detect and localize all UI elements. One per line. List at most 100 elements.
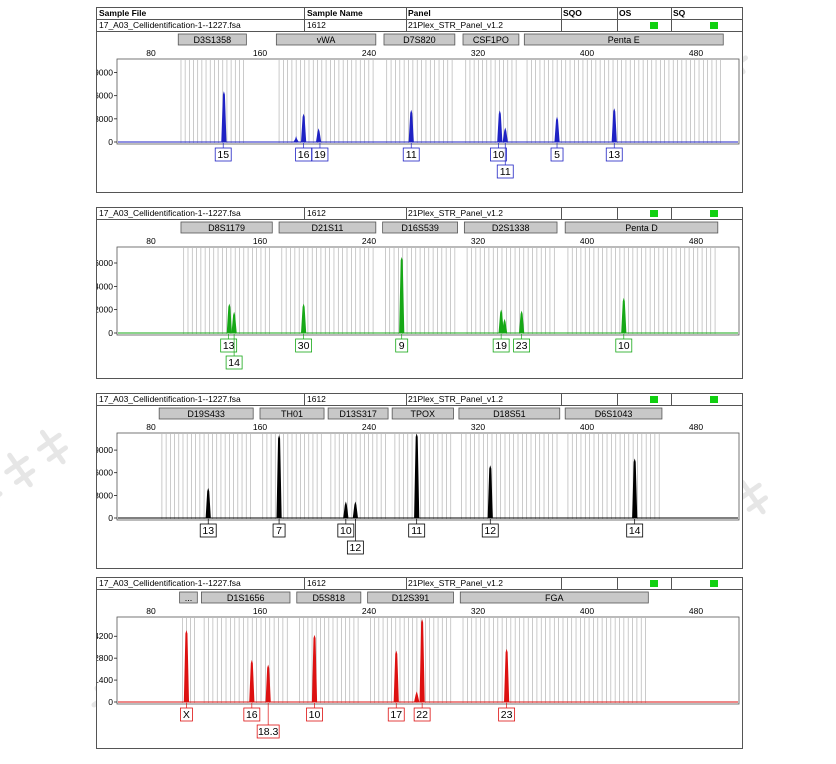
allele-call-box xyxy=(402,147,420,162)
sample-info-row: 17_A03_Cellidentification-1--1227.fsa 161… xyxy=(97,578,742,590)
allele-call-label: 5 xyxy=(554,149,560,161)
trace-peak xyxy=(501,318,508,334)
trace-peak xyxy=(300,303,307,334)
x-tick-label: 240 xyxy=(362,422,376,432)
x-tick-label: 400 xyxy=(580,606,594,616)
trace-peak xyxy=(393,650,399,703)
plot-area xyxy=(116,246,740,336)
trace-peak xyxy=(231,311,237,334)
trace-peak xyxy=(343,501,349,519)
electropherogram-chart: D19S433 TH01 D13S317 TPOX D18S51 D6S1043 80 160… xyxy=(97,407,740,555)
trace-peak xyxy=(293,135,300,143)
allele-call-label: 23 xyxy=(501,709,513,721)
allele-call-label: 14 xyxy=(228,357,240,369)
marker-bar xyxy=(462,33,520,46)
marker-label: D7S820 xyxy=(403,35,436,45)
trace-peak xyxy=(621,297,627,334)
marker-bar xyxy=(383,33,456,46)
trace-peak xyxy=(413,691,420,703)
allele-call-box xyxy=(243,707,261,722)
trace-peak xyxy=(518,310,525,334)
allele-call-label: 16 xyxy=(298,149,310,161)
marker-bar xyxy=(367,591,454,604)
allele-call-label: 22 xyxy=(416,709,428,721)
allele-call-label: 23 xyxy=(516,340,528,352)
trace-peak xyxy=(419,619,425,703)
allele-call-box xyxy=(199,523,217,538)
y-tick-label: 2800 xyxy=(97,653,113,663)
y-tick-label: 6000 xyxy=(97,258,113,268)
marker-bar xyxy=(458,407,561,420)
sample-info-row: 17_A03_Cellidentification-1--1227.fsa 161… xyxy=(97,20,742,32)
x-tick-label: 160 xyxy=(253,606,267,616)
y-tick-label: 0 xyxy=(108,328,113,338)
trace-peak xyxy=(408,109,414,143)
sample-info-row: 17_A03_Cellidentification-1--1227.fsa 161… xyxy=(97,208,742,220)
marker-label: Penta E xyxy=(608,35,640,45)
allele-call-label: 11 xyxy=(411,525,422,537)
trace-peak xyxy=(300,113,307,143)
allele-call-label: 9 xyxy=(399,340,405,352)
marker-bar xyxy=(327,407,389,420)
allele-call-label: 13 xyxy=(202,525,214,537)
marker-label: D5S818 xyxy=(313,593,346,603)
marker-label: D18S51 xyxy=(493,409,526,419)
trace-peak xyxy=(414,433,420,519)
allele-call-box xyxy=(311,147,329,162)
y-tick-label: 3000 xyxy=(97,490,113,500)
marker-label: FGA xyxy=(545,593,564,603)
trace-peak xyxy=(276,435,282,519)
marker-label: D2S1338 xyxy=(492,223,530,233)
trace-peak xyxy=(249,659,255,703)
trace-peak xyxy=(399,256,405,334)
allele-call-box xyxy=(481,523,499,538)
marker-label: TPOX xyxy=(411,409,436,419)
electropherogram-panel: 17_A03_Cellidentification-1--1227.fsa 161… xyxy=(96,577,743,749)
allele-call-label: 11 xyxy=(500,166,511,178)
col-panel: Panel xyxy=(408,8,431,18)
sample-name-value: 1612 xyxy=(307,578,326,588)
allele-call-box xyxy=(413,707,431,722)
x-tick-label: 320 xyxy=(471,236,485,246)
plot-area xyxy=(116,432,740,521)
x-tick-label: 80 xyxy=(146,48,156,58)
sample-info-row: 17_A03_Cellidentification-1--1227.fsa 161… xyxy=(97,394,742,406)
trace-peak xyxy=(265,664,271,703)
y-tick-label: 0 xyxy=(108,137,113,147)
x-tick-label: 480 xyxy=(689,236,703,246)
allele-call-box xyxy=(550,147,564,162)
sample-file-value: 17_A03_Cellidentification-1--1227.fsa xyxy=(99,20,241,30)
sample-file-value: 17_A03_Cellidentification-1--1227.fsa xyxy=(99,208,241,218)
allele-call-box xyxy=(408,523,426,538)
marker-bar xyxy=(180,221,273,234)
allele-call-box xyxy=(180,707,193,722)
x-tick-label: 320 xyxy=(471,48,485,58)
trace-peak xyxy=(315,128,322,143)
y-tick-label: 3000 xyxy=(97,114,113,124)
electropherogram-panel: Sample File Sample Name Panel SQO OS SQ 17_A03… xyxy=(96,7,743,193)
y-tick-label: 9000 xyxy=(97,68,113,78)
trace-peak xyxy=(221,91,227,143)
x-tick-label: 240 xyxy=(362,48,376,58)
plot-area xyxy=(116,58,740,145)
trace-peak xyxy=(487,465,493,519)
marker-label: D1S1656 xyxy=(227,593,265,603)
marker-bar xyxy=(275,33,377,46)
trace-peak xyxy=(502,127,508,143)
allele-call-label: 10 xyxy=(618,340,630,352)
trace-peak xyxy=(554,116,560,143)
electropherogram-chart: D8S1179 D21S11 D16S539 D2S1338 Penta D 80 160 2… xyxy=(97,221,740,370)
allele-call-box xyxy=(498,707,516,722)
trace-peak xyxy=(311,634,318,703)
marker-label: Penta D xyxy=(625,223,658,233)
marker-bar xyxy=(179,591,198,604)
panel-value: 21Plex_STR_Panel_v1.2 xyxy=(408,394,503,404)
x-tick-label: 400 xyxy=(580,48,594,58)
y-tick-label: 9000 xyxy=(97,445,113,455)
allele-call-label: 10 xyxy=(309,709,321,721)
marker-bar xyxy=(296,591,362,604)
x-tick-label: 480 xyxy=(689,422,703,432)
allele-call-label: 30 xyxy=(298,340,310,352)
x-tick-label: 480 xyxy=(689,48,703,58)
allele-call-box xyxy=(256,724,280,739)
